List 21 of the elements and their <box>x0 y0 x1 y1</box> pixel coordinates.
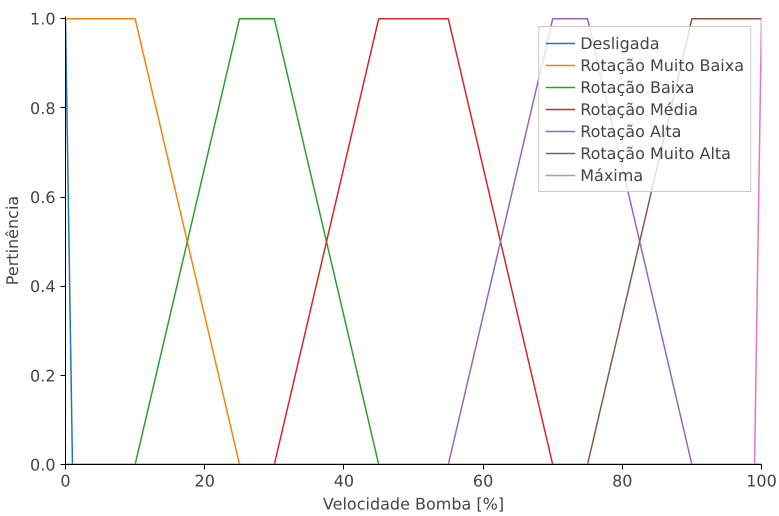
y-tick-label: 0.0 <box>30 456 56 474</box>
x-tick-label: 80 <box>612 472 632 490</box>
legend-label: Rotação Alta <box>580 122 682 140</box>
y-tick-label: 0.8 <box>30 98 56 118</box>
legend-label: Rotação Média <box>580 100 698 118</box>
x-tick-label: 40 <box>334 472 354 490</box>
x-tick-label: 60 <box>472 472 494 490</box>
legend-label: Rotação Muito Alta <box>580 144 731 162</box>
x-tick-label: 100 <box>746 472 777 490</box>
legend-label: Máxima <box>580 166 644 184</box>
y-tick-label: 0.6 <box>30 188 56 208</box>
legend-label: Desligada <box>580 34 660 52</box>
x-tick-label: 0 <box>60 472 71 490</box>
y-tick-label: 0.2 <box>30 366 56 386</box>
x-tick-label: 20 <box>194 472 215 490</box>
x-axis-title: Velocidade Bomba [%] <box>322 494 504 514</box>
legend-label: Rotação Baixa <box>580 78 694 96</box>
y-axis-title: Pertinência <box>3 196 22 286</box>
y-tick-label: 1.0 <box>30 10 56 29</box>
y-tick-label: 0.4 <box>30 277 56 296</box>
legend-label: Rotação Muito Baixa <box>580 56 744 74</box>
